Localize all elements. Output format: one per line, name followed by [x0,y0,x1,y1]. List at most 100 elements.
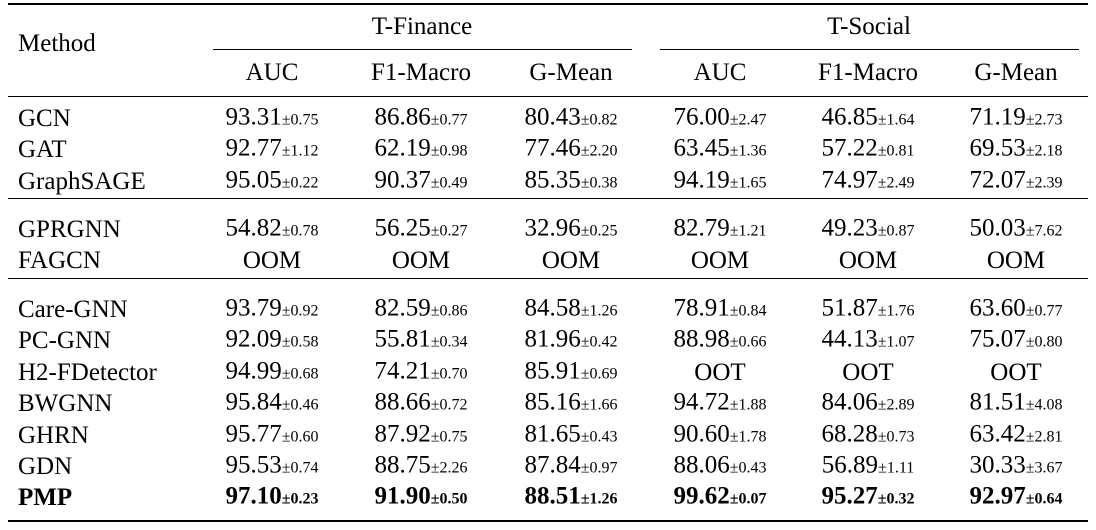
cell-std: ±3.67 [1025,459,1063,477]
cell-value: 91.90 [374,482,431,510]
method-name: GHRN [18,421,89,449]
cell-std: ±0.77 [430,111,468,129]
cell-value: 85.16 [524,388,581,416]
cell-value: 86.86 [374,103,431,131]
method-name: H2-FDetector [18,358,157,386]
cell: 85.16±1.66 [524,388,617,421]
cell-std: ±0.68 [281,365,319,383]
cell: 97.10±0.23 [225,482,318,515]
cell-value: 88.51 [524,482,581,510]
cell-value: 56.89 [821,451,879,479]
cell: 95.27±0.32 [821,482,914,515]
cell-std: ±0.75 [430,428,468,446]
cell-value: 99.62 [673,482,730,510]
cell-value: 85.35 [524,166,581,194]
cell-value: 50.03 [969,214,1026,242]
cell-std: ±2.26 [430,459,468,477]
cell: 95.05±0.22 [225,165,318,198]
cell-value: 82.59 [374,294,431,322]
cell-value: 69.53 [969,134,1026,162]
cell: 76.00±2.47 [673,103,766,136]
group-rule [213,49,632,50]
cell-std: ±1.78 [729,428,767,446]
cell: 86.86±0.77 [374,103,467,136]
cell-value: 95.84 [225,388,282,416]
cell: 93.31±0.75 [225,103,318,136]
cell-std: ±0.72 [430,396,468,414]
method-name: GPRGNN [18,216,121,243]
cell-value: 75.07 [969,325,1026,353]
column-header: AUC [693,59,747,86]
cell-std: ±0.23 [281,490,319,508]
cell: OOT [694,358,745,388]
cell-std: ±0.81 [877,142,915,160]
cell: 88.75±2.26 [374,451,467,484]
cell-value: 93.79 [225,294,282,322]
group-header: T-Finance [371,13,473,40]
cell: 88.51±1.26 [524,482,617,515]
cell-value: 92.09 [225,325,282,353]
cell: 84.06±2.89 [821,388,914,421]
cell-value: 87.92 [374,420,431,448]
cell-value: 63.45 [673,134,730,162]
cell-value: 90.37 [374,166,431,194]
cell-std: ±1.76 [877,302,915,320]
cell: OOT [842,358,893,388]
cell-value: 63.60 [969,294,1026,322]
cell: 82.59±0.86 [374,294,467,327]
cell-value: 78.91 [673,294,730,322]
cell-std: ±2.18 [1025,142,1063,160]
cell: 88.98±0.66 [673,325,766,358]
cell: 81.51±4.08 [969,388,1062,421]
cell: 92.97±0.64 [969,482,1062,515]
cell: 50.03±7.62 [969,214,1062,247]
cell-value: 88.75 [374,451,431,479]
method-name: PC-GNN [18,327,112,355]
method-name: GDN [18,453,73,480]
method-name: BWGNN [18,390,113,418]
cell-value: 57.22 [821,134,878,162]
method-name: Care-GNN [18,296,128,323]
cell-std: ±0.87 [877,222,915,240]
cell-std: ±0.70 [430,365,468,383]
cell: 87.84±0.97 [524,451,617,484]
cell-std: ±0.75 [281,111,319,129]
cell: 55.81±0.34 [374,325,467,358]
group-header: T-Social [827,13,911,40]
cell: OOM [987,246,1045,276]
cell-value: 84.58 [524,294,581,322]
cell-value: 44.13 [821,325,878,353]
method-name: GraphSAGE [18,167,146,195]
cell-std: ±0.69 [580,365,618,383]
cell-value: OOT [990,358,1042,386]
cell: 84.58±1.26 [524,294,617,327]
cell-value: OOM [986,247,1046,275]
cell-value: 92.97 [969,482,1026,510]
cell-value: 97.10 [225,482,282,510]
cell: 87.92±0.75 [374,419,467,452]
cell: 57.22±0.81 [821,134,914,167]
cell-value: 94.19 [673,166,730,194]
cell: OOM [392,246,450,276]
cell-std: ±1.21 [729,222,767,240]
cell: 56.25±0.27 [374,214,467,247]
cell-std: ±2.49 [877,174,915,192]
cell: 88.66±0.72 [374,388,467,421]
cell: 95.84±0.46 [225,388,318,421]
method-name: FAGCN [18,247,101,275]
cell: 80.43±0.82 [524,103,617,136]
cell-value: 63.42 [969,420,1026,448]
cell-std: ±0.07 [729,490,767,508]
cell: 90.37±0.49 [374,165,467,198]
cell-value: 85.91 [524,357,581,385]
cell-std: ±4.08 [1025,396,1063,414]
cell-value: 71.19 [969,103,1026,131]
cell: 85.91±0.69 [524,356,617,389]
cell-std: ±1.07 [877,333,915,351]
column-header: G-Mean [529,59,613,86]
cell-std: ±0.58 [281,333,319,351]
cell: 49.23±0.87 [821,214,914,247]
cell-std: ±0.97 [580,459,618,477]
cell-std: ±0.86 [430,302,468,320]
cell-value: 54.82 [225,214,282,242]
